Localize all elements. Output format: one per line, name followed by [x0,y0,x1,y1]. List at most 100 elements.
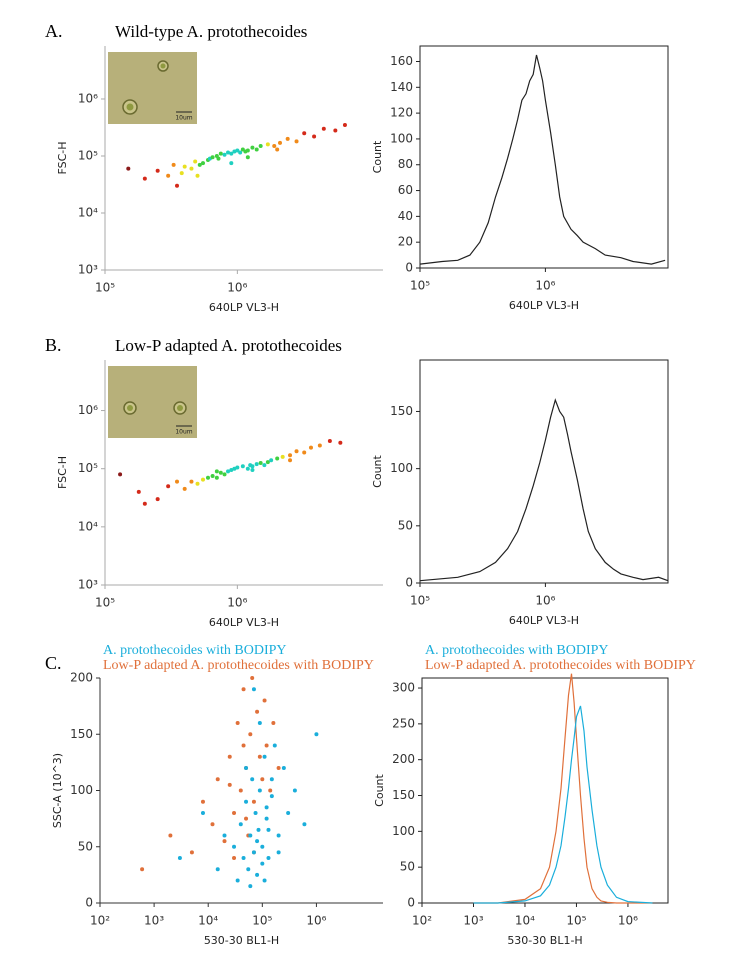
data-point [278,140,283,145]
data-point [245,148,250,153]
x-axis-label: 640LP VL3-H [209,616,279,629]
y-tick-label: 50 [78,839,93,853]
x-tick-label: 10⁴ [515,914,535,928]
data-point [171,162,176,167]
data-point [251,850,256,855]
y-tick-label: 10⁵ [78,461,98,475]
x-tick-label: 10³ [144,914,164,928]
data-point [214,469,219,474]
y-tick-label: 100 [392,824,415,838]
data-point [269,458,274,463]
x-tick-label: 10⁵ [252,914,272,928]
data-point [262,698,267,703]
y-tick-label: 0 [85,896,93,910]
x-tick-label: 10⁴ [198,914,218,928]
data-point [214,475,219,480]
data-point [182,164,187,169]
data-point [327,438,332,443]
data-point [179,171,184,176]
data-point [215,867,220,872]
data-point [266,827,271,832]
cell-core [177,405,183,411]
x-tick-label: 10⁶ [227,596,247,610]
y-tick-label: 0 [405,576,413,590]
cell-core [160,63,166,69]
x-tick-label: 10⁶ [227,281,247,295]
data-point [321,126,326,131]
panel-title: Low-P adapted A. protothecoides [115,336,342,355]
data-point [142,176,147,181]
data-point [248,732,253,737]
data-point [222,839,227,844]
data-point [244,799,249,804]
data-point [276,850,281,855]
y-tick-label: 200 [392,752,415,766]
data-point [260,861,265,866]
data-point [189,479,194,484]
scale-label: 10um [175,429,192,436]
data-point [260,844,265,849]
data-point [241,856,246,860]
data-point [255,872,260,877]
data-point [308,445,313,450]
data-point [235,148,240,153]
x-tick-label: 10² [90,914,110,928]
y-tick-label: 80 [398,157,413,171]
data-point [292,788,297,793]
y-tick-label: 100 [70,783,93,797]
data-point [254,462,259,467]
x-tick-label: 10⁶ [306,914,326,928]
y-tick-label: 250 [392,716,415,730]
y-tick-label: 150 [392,788,415,802]
y-axis-label: FSC-H [56,456,69,489]
y-axis-label: Count [371,454,384,487]
y-tick-label: 50 [398,518,413,532]
data-point [253,811,258,815]
y-axis-label: SSC-A (10^3) [51,753,64,828]
y-tick-label: 10⁴ [78,205,98,219]
y-tick-label: 0 [405,261,413,275]
data-point [262,463,267,468]
data-point [215,777,220,782]
data-point [264,805,269,810]
histogram-line [419,398,669,582]
x-tick-label: 10⁵ [95,281,115,295]
data-point [281,766,286,770]
legend-entry: Low-P adapted A. protothecoides with BOD… [425,658,696,673]
data-point [248,833,253,838]
y-tick-label: 60 [398,183,413,197]
data-point [257,788,262,793]
x-tick-label: 10⁵ [95,596,115,610]
histogram-line [473,673,653,904]
data-point [338,440,343,445]
data-point [227,782,232,787]
x-axis-label: 530-30 BL1-H [507,934,582,947]
inset-micrograph: 10um [108,366,197,438]
data-point [250,777,255,782]
data-point [268,788,273,793]
data-point [256,827,261,832]
data-point [257,721,262,725]
y-tick-label: 200 [70,671,93,685]
plot-frame [419,45,669,269]
data-point [241,743,246,748]
data-point [218,151,223,156]
data-point [248,884,253,889]
data-point [294,449,299,454]
data-point [269,794,274,799]
data-point [258,461,263,466]
data-point [142,501,147,506]
y-tick-label: 160 [390,54,413,68]
y-tick-label: 0 [407,896,415,910]
y-tick-label: 150 [390,404,413,418]
data-point [182,486,187,491]
data-point [288,453,293,458]
data-point [288,458,293,463]
data-point [314,732,319,737]
data-point [238,150,243,155]
data-point [232,811,237,815]
data-point [251,799,256,804]
scale-label: 10um [175,115,192,122]
data-point [118,472,123,477]
x-tick-label: 10³ [463,914,483,928]
